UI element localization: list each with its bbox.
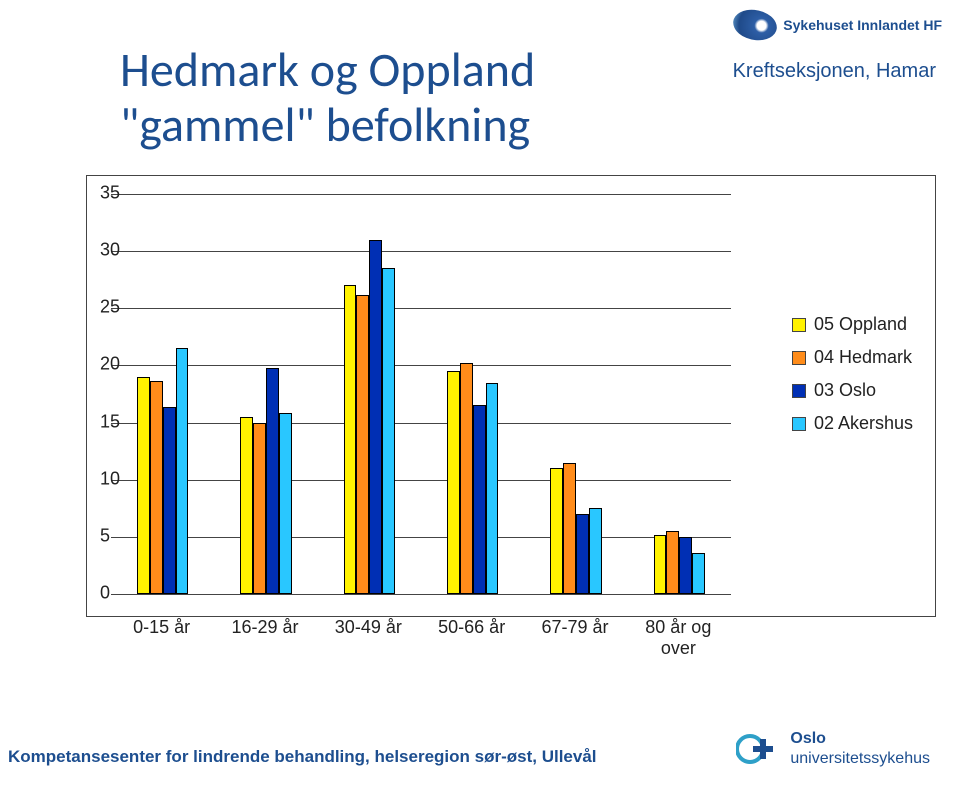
oslo-univ-logo-icon [736,727,780,771]
bar [589,508,602,594]
bar [266,368,279,594]
subunit-label: Kreftseksjonen, Hamar [733,60,936,83]
x-category-label: 30-49 år [317,617,420,638]
bar [666,531,679,594]
legend-label: 03 Oslo [814,380,876,401]
bar [679,537,692,594]
gridline [111,594,731,595]
legend-label: 04 Hedmark [814,347,912,368]
bar [150,381,163,594]
y-tick-label: 0 [100,583,110,604]
legend-swatch [792,318,806,332]
legend-swatch [792,384,806,398]
top-logo-text: Sykehuset Innlandet HF [783,18,942,32]
y-tick-label: 10 [100,468,110,489]
x-category-label: 0-15 år [110,617,213,638]
legend-item: 02 Akershus [792,413,913,434]
gridline [111,194,731,195]
y-tick-label: 15 [100,411,110,432]
innlandet-logo-icon [732,8,779,42]
y-tick-label: 35 [100,183,110,204]
y-tick-label: 25 [100,297,110,318]
bottom-logo-line1: Oslo [790,729,930,749]
legend-swatch [792,351,806,365]
gridline [111,365,731,366]
bar [176,348,189,594]
bar [382,268,395,594]
bar [137,377,150,594]
legend-label: 02 Akershus [814,413,913,434]
bar [356,295,369,594]
plot-area [111,194,731,594]
top-logo: Sykehuset Innlandet HF [733,10,942,40]
legend: 05 Oppland 04 Hedmark 03 Oslo 02 Akershus [792,314,913,434]
bar [163,407,176,594]
bar [576,514,589,594]
bottom-logo-text: Oslo universitetssykehus [790,729,930,769]
bar [344,285,357,594]
legend-swatch [792,417,806,431]
bar [550,468,563,594]
legend-item: 03 Oslo [792,380,913,401]
x-category-label: 67-79 år [523,617,626,638]
bar [692,553,705,594]
page-title: Hedmark og Oppland "gammel" befolkning [120,42,720,152]
gridline [111,480,731,481]
x-category-label: 16-29 år [213,617,316,638]
y-tick-label: 20 [100,354,110,375]
bottom-logo-line2: universitetssykehus [790,749,930,769]
y-tick-label: 30 [100,240,110,261]
bar [447,371,460,594]
bottom-logo: Oslo universitetssykehus [736,727,930,771]
gridline [111,423,731,424]
chart-border: 05 Oppland 04 Hedmark 03 Oslo 02 Akershus [86,175,936,617]
bar [369,240,382,594]
bar [460,363,473,594]
legend-label: 05 Oppland [814,314,907,335]
gridline [111,251,731,252]
bar [563,463,576,594]
bar-chart: 05 Oppland 04 Hedmark 03 Oslo 02 Akershus 0… [34,175,934,651]
bar [473,405,486,594]
slide: Sykehuset Innlandet HF Kreftseksjonen, H… [0,0,960,785]
bar [486,383,499,594]
bar [253,423,266,594]
bar [654,535,667,594]
x-category-label: 50-66 år [420,617,523,638]
legend-item: 05 Oppland [792,314,913,335]
bar [240,417,253,594]
gridline [111,308,731,309]
bar [279,413,292,594]
y-tick-label: 5 [100,525,110,546]
gridline [111,537,731,538]
legend-item: 04 Hedmark [792,347,913,368]
x-category-label: 80 år og over [627,617,730,659]
footer-attribution: Kompetansesenter for lindrende behandlin… [8,747,597,767]
